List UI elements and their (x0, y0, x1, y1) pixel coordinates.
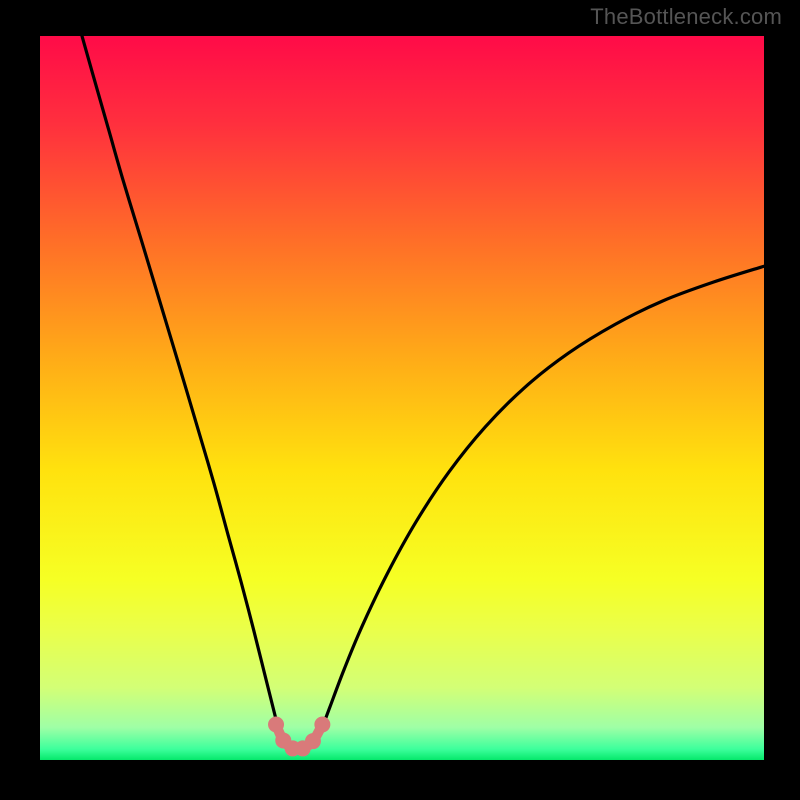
bottom-segment-dot (314, 717, 330, 733)
bottom-segment-dot (305, 733, 321, 749)
bottom-segment-dot (268, 717, 284, 733)
curve-right-branch (321, 266, 764, 731)
chart-stage: TheBottleneck.com (0, 0, 800, 800)
plot-area (40, 36, 764, 760)
curve-overlay (40, 36, 764, 760)
curve-left-branch (82, 36, 279, 731)
watermark-text: TheBottleneck.com (590, 4, 782, 30)
